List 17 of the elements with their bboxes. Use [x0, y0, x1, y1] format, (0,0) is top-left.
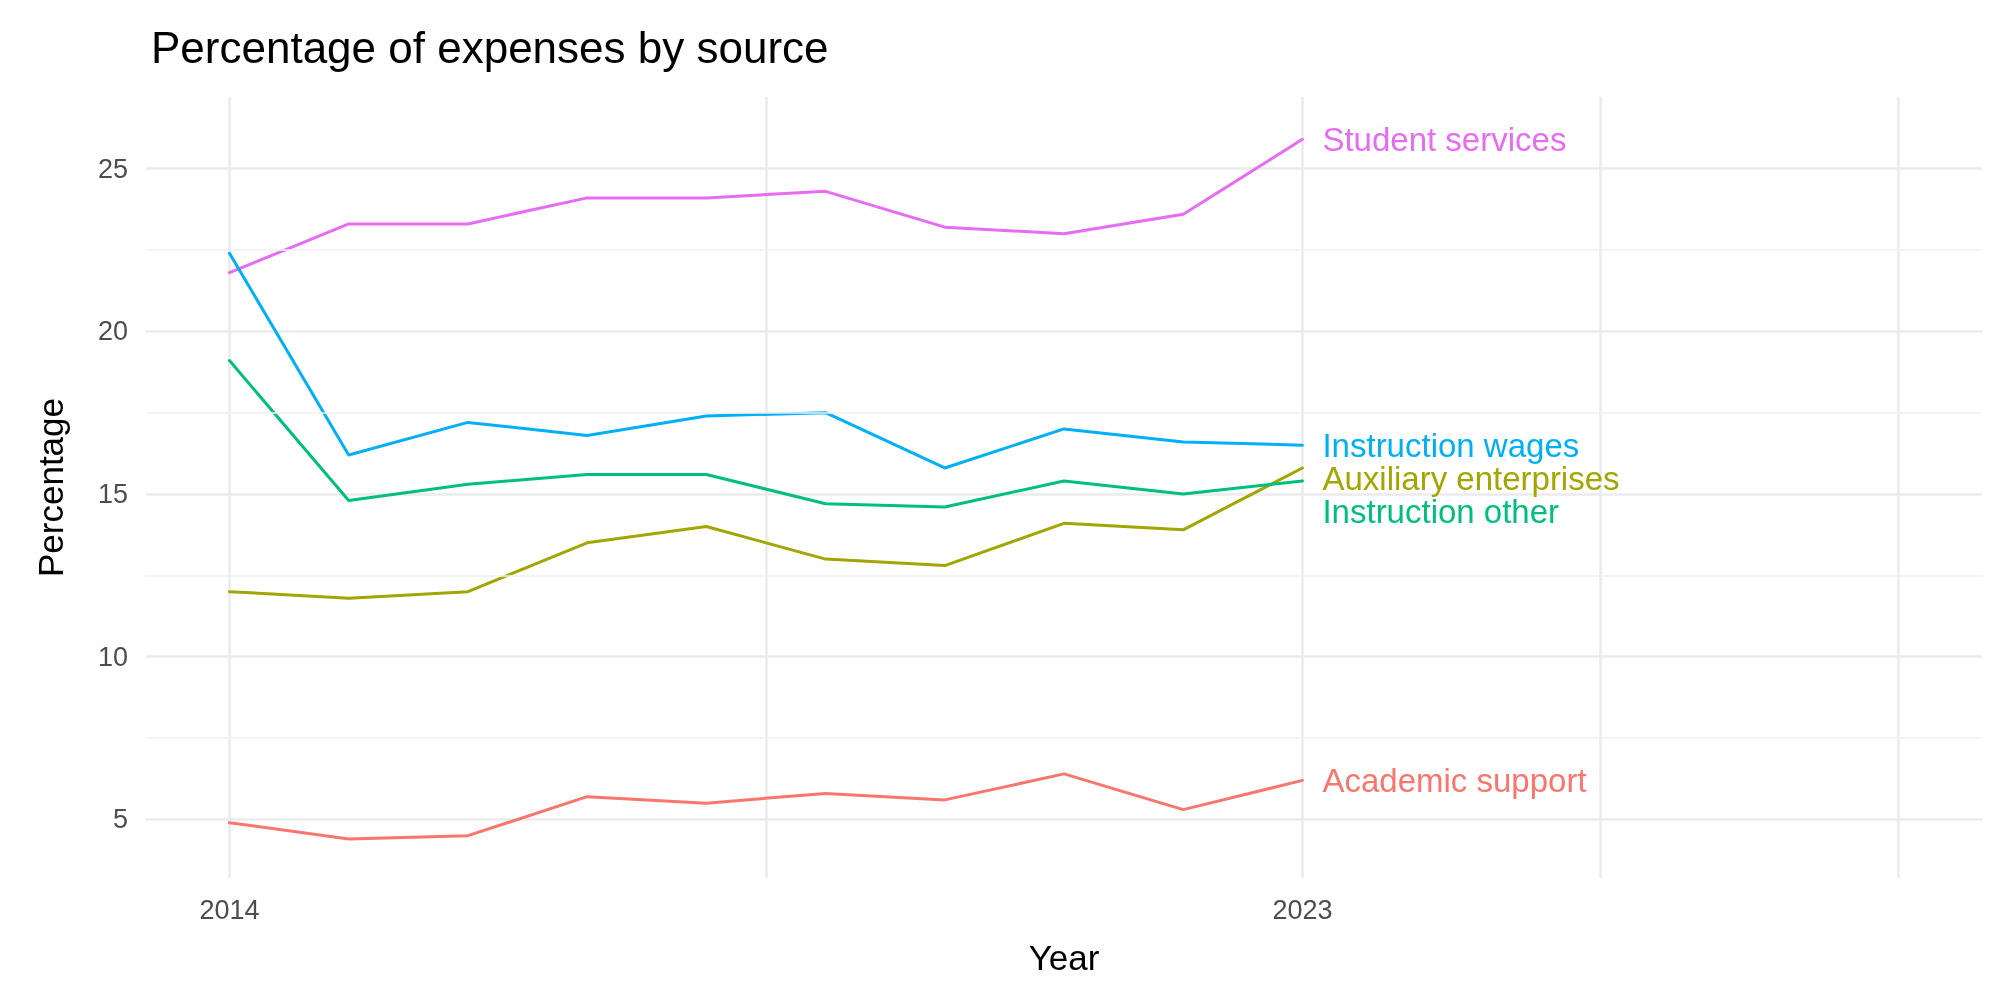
line-series — [227, 137, 1304, 275]
y-tick-label: 25 — [97, 153, 128, 184]
chart-title: Percentage of expenses by source — [151, 22, 829, 72]
y-tick-label: 20 — [97, 316, 128, 347]
x-tick-label: 2023 — [1272, 894, 1333, 925]
line-series — [227, 772, 1304, 841]
y-tick-label: 10 — [97, 641, 128, 672]
y-tick-label: 15 — [97, 479, 128, 510]
y-tick-label: 5 — [112, 804, 128, 835]
y-axis-title: Percentage — [31, 397, 70, 578]
series-label: Student services — [1322, 120, 1567, 158]
x-tick-label: 2014 — [199, 894, 260, 925]
series-label: Academic support — [1322, 761, 1587, 799]
line-series — [227, 359, 1304, 509]
x-axis-title: Year — [1028, 938, 1100, 977]
line-series — [227, 466, 1304, 600]
line-series — [227, 251, 1304, 470]
